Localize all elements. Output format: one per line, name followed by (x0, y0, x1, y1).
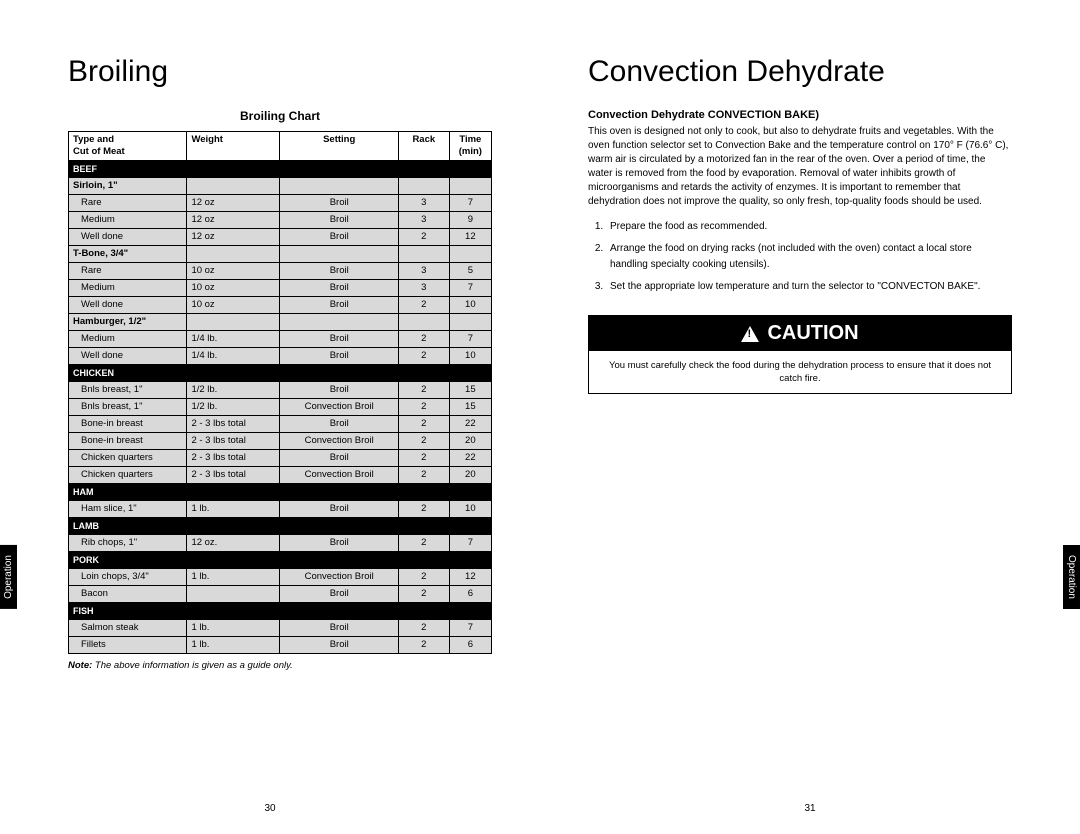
table-row: Loin chops, 3/4"1 lb.Convection Broil212 (69, 569, 492, 586)
page-spread: Operation Broiling Broiling Chart Type a… (0, 0, 1080, 834)
table-row: Salmon steak1 lb.Broil27 (69, 620, 492, 637)
category-row: FISH (69, 603, 492, 620)
table-row: Well done10 ozBroil210 (69, 297, 492, 314)
table-row: Fillets1 lb.Broil26 (69, 637, 492, 654)
table-row: Medium12 ozBroil39 (69, 212, 492, 229)
right-page: Operation Convection Dehydrate Convectio… (540, 0, 1080, 834)
table-header-row: Type and Cut of Meat Weight Setting Rack… (69, 132, 492, 161)
th-rack: Rack (398, 132, 449, 161)
th-weight: Weight (187, 132, 280, 161)
table-row: Well done12 ozBroil212 (69, 229, 492, 246)
note-label: Note: (68, 660, 92, 671)
table-row: Rib chops, 1"12 oz.Broil27 (69, 535, 492, 552)
page-num-left: 30 (264, 803, 275, 814)
category-row: PORK (69, 552, 492, 569)
right-subtitle: Convection Dehydrate CONVECTION BAKE) (588, 109, 1012, 121)
category-row: LAMB (69, 518, 492, 535)
th-type: Type and Cut of Meat (69, 132, 187, 161)
note-text: The above information is given as a guid… (95, 660, 293, 671)
table-row: Bnls breast, 1"1/2 lb.Convection Broil21… (69, 399, 492, 416)
category-row: BEEF (69, 161, 492, 178)
step-item: Prepare the food as recommended. (606, 219, 1012, 235)
table-row: Medium10 ozBroil37 (69, 280, 492, 297)
table-row: Rare12 ozBroil37 (69, 195, 492, 212)
steps-list: Prepare the food as recommended. Arrange … (606, 219, 1012, 295)
table-row: Bone-in breast2 - 3 lbs totalBroil222 (69, 416, 492, 433)
side-tab-right: Operation (1063, 545, 1080, 609)
caution-header: CAUTION (589, 316, 1011, 351)
warning-icon (741, 326, 759, 342)
table-row: Rare10 ozBroil35 (69, 263, 492, 280)
step-item: Arrange the food on drying racks (not in… (606, 241, 1012, 273)
left-page: Operation Broiling Broiling Chart Type a… (0, 0, 540, 834)
caution-body: You must carefully check the food during… (589, 351, 1011, 393)
table-row: BaconBroil26 (69, 586, 492, 603)
intro-text: This oven is designed not only to cook, … (588, 125, 1012, 209)
table-row: Chicken quarters2 - 3 lbs totalBroil222 (69, 450, 492, 467)
table-row: Bnls breast, 1"1/2 lb.Broil215 (69, 382, 492, 399)
table-note: Note: The above information is given as … (68, 660, 492, 671)
page-num-right: 31 (804, 803, 815, 814)
table-row: Ham slice, 1"1 lb.Broil210 (69, 501, 492, 518)
side-tab-left: Operation (0, 545, 17, 609)
subheader-row: T-Bone, 3/4" (69, 246, 492, 263)
subheader-row: Sirloin, 1" (69, 178, 492, 195)
table-row: Chicken quarters2 - 3 lbs totalConvectio… (69, 467, 492, 484)
subheader-row: Hamburger, 1/2" (69, 314, 492, 331)
chart-title: Broiling Chart (68, 109, 492, 123)
category-row: CHICKEN (69, 365, 492, 382)
th-setting: Setting (280, 132, 398, 161)
left-title: Broiling (68, 55, 492, 89)
caution-label: CAUTION (767, 322, 858, 345)
table-row: Medium1/4 lb.Broil27 (69, 331, 492, 348)
th-time: Time (min) (449, 132, 491, 161)
broiling-table: Type and Cut of Meat Weight Setting Rack… (68, 131, 492, 654)
table-row: Well done1/4 lb.Broil210 (69, 348, 492, 365)
step-item: Set the appropriate low temperature and … (606, 279, 1012, 295)
right-title: Convection Dehydrate (588, 55, 1012, 89)
table-row: Bone-in breast2 - 3 lbs totalConvection … (69, 433, 492, 450)
category-row: HAM (69, 484, 492, 501)
caution-box: CAUTION You must carefully check the foo… (588, 315, 1012, 394)
